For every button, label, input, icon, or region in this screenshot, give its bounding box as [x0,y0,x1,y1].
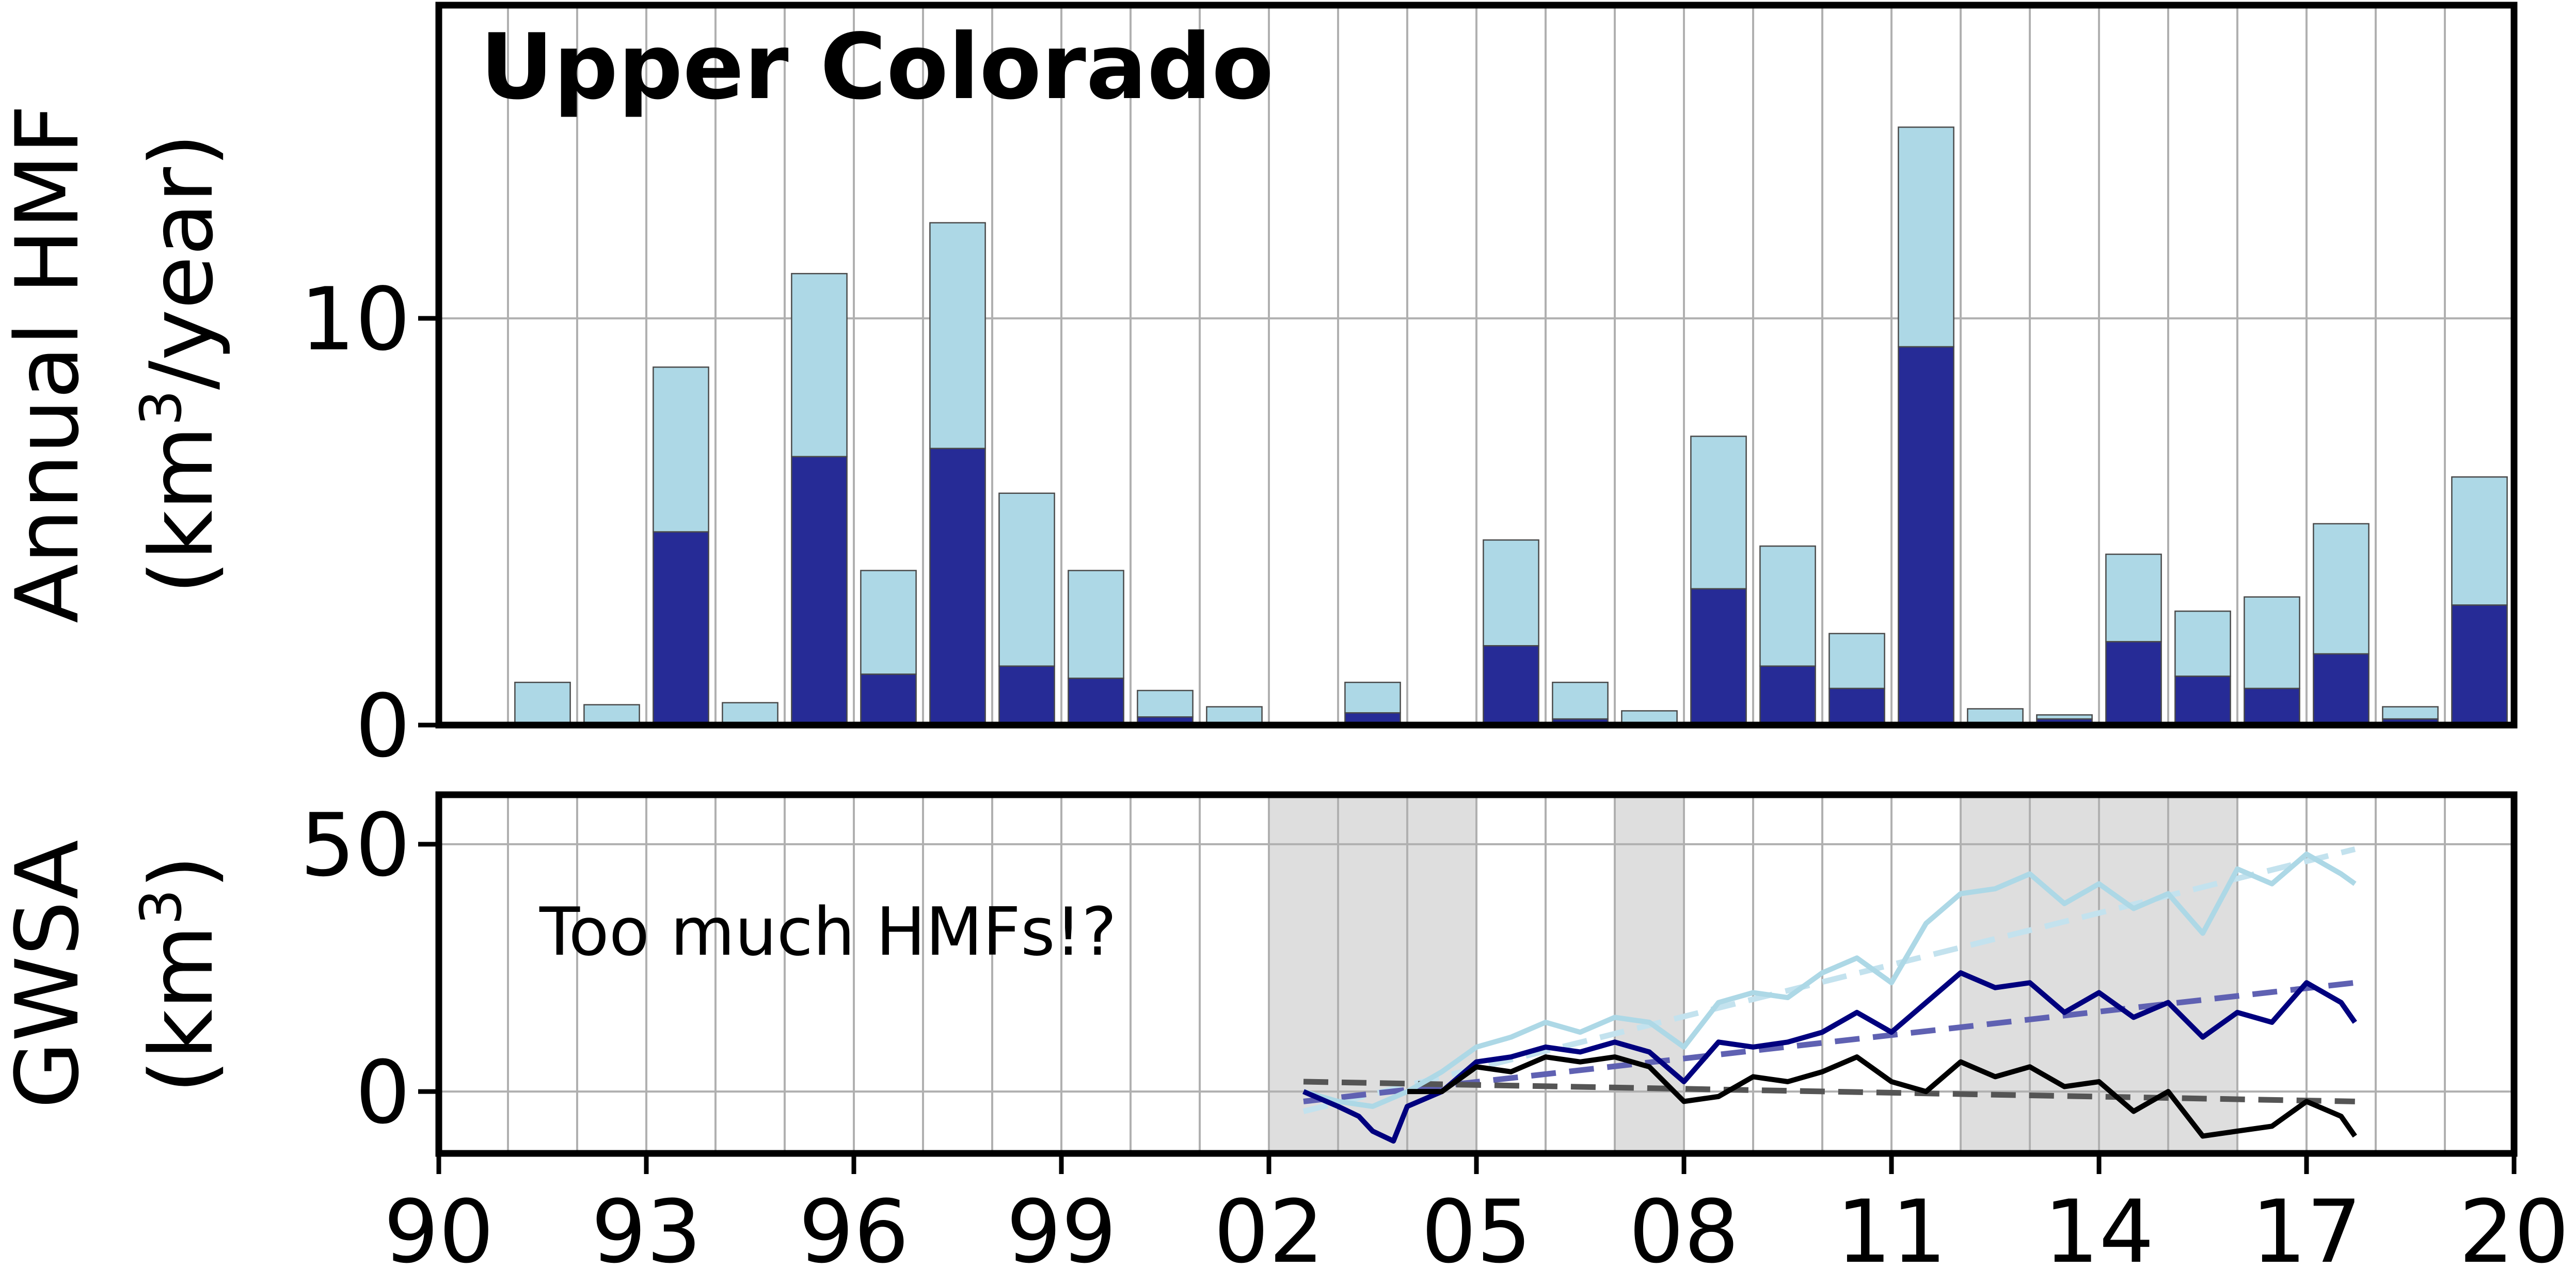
bar-upper [1759,545,1816,667]
bar-lower [929,447,986,726]
top-ylabel-line1: Annual HMF [0,104,98,623]
bar-upper [1898,126,1954,348]
xtick-label: 02 [1214,1181,1324,1282]
gwsa-line [1407,1054,2357,1139]
bar-upper [514,681,571,726]
bottom-ytick-label: 50 [300,795,410,896]
bar-lower [1828,687,1885,726]
top-ytick-label: 10 [300,269,410,370]
top-y-ticks: 0 10 [300,269,439,777]
bar-lower [860,673,917,726]
bar-upper [2313,523,2370,655]
gwsa-line [1302,970,2357,1144]
bar-lower [1483,645,1539,726]
bar-upper [1552,681,1609,720]
xtick-label: 20 [2459,1181,2569,1282]
xtick-label: 14 [2044,1181,2154,1282]
bar-upper [860,570,917,675]
bar-upper [1068,570,1124,679]
bar-upper [791,272,848,458]
bar-upper [1690,436,1747,590]
bar-upper [929,222,986,449]
bar-upper [1137,689,1194,718]
gwsa-line-chart: Too much HMFs!? 0 50 90 93 96 99 02 05 08 11 14 17… [0,791,2569,1282]
bar-upper [2382,706,2439,720]
top-ytick-label: 0 [355,676,410,777]
shaded-period [1615,795,1684,1153]
bar-upper [583,704,640,726]
bar-lower [1759,665,1816,726]
bar-lower [1690,588,1747,726]
xtick-label: 99 [1006,1181,1117,1282]
bottom-y-ticks: 0 50 [300,795,439,1143]
annotation-text: Too much HMFs!? [539,894,1117,971]
bottom-ylabel-sup: 3 [128,889,194,925]
bar-upper [653,366,709,533]
bottom-ylabel-line2: (km3) [128,855,232,1094]
trend-line [1303,1079,2355,1104]
bottom-ylabel-line1: GWSA [0,840,98,1109]
bar-upper [2105,553,2162,642]
gwsa-line [1302,852,2357,1109]
bar-lower [2244,687,2300,726]
bar-lower [1068,678,1124,726]
top-plot-frame [435,2,2518,729]
top-y-axis-label: Annual HMF (km3/year) [0,104,232,623]
trend-lines [1302,846,2356,1114]
trend-line [1302,846,2356,1114]
top-gridlines [439,5,2514,725]
shaded-period [1269,795,1476,1153]
top-ylabel-prefix: (km [131,426,232,594]
bar-lower [998,665,1055,726]
xtick-label: 11 [1836,1181,1947,1282]
bar-lower [2105,641,2162,726]
bar-upper [1483,539,1539,647]
bar-lower [2313,653,2370,726]
chart-title: Upper Colorado [480,15,1274,120]
bar-lower [653,531,709,726]
xtick-label: 05 [1421,1181,1532,1282]
bar-upper [2244,596,2300,689]
bar-lower [2174,676,2231,726]
bottom-ylabel-suffix: ) [131,855,232,889]
xtick-label: 93 [591,1181,702,1282]
bar-upper [722,702,778,726]
bar-upper [2451,476,2508,606]
bottom-ytick-label: 0 [355,1042,410,1143]
xtick-label: 17 [2251,1181,2362,1282]
hmf-bar-chart: Upper Colorado 0 10 Annual HMF (km3/year) [0,2,2518,777]
bottom-y-axis-label: GWSA (km3) [0,840,232,1109]
bar-upper [1344,681,1401,714]
hmf-bars [514,126,2508,726]
top-ylabel-line2: (km3/year) [128,133,232,594]
xtick-label: 08 [1629,1181,1739,1282]
x-ticks: 90 93 96 99 02 05 08 11 14 17 20 [384,1153,2569,1282]
top-ylabel-suffix: /year) [131,133,232,390]
bar-lower [791,456,848,726]
top-ylabel-sup: 3 [128,390,194,426]
bar-upper [1828,633,1885,689]
bar-lower [2451,604,2508,726]
bar-lower [1898,346,1954,726]
xtick-label: 90 [384,1181,494,1282]
trend-line [1303,979,2356,1104]
bar-upper [998,492,1055,667]
gwsa-series-lines [1302,852,2357,1144]
bar-upper [2174,611,2231,677]
bottom-ylabel-prefix: (km [131,925,232,1094]
xtick-label: 96 [799,1181,909,1282]
